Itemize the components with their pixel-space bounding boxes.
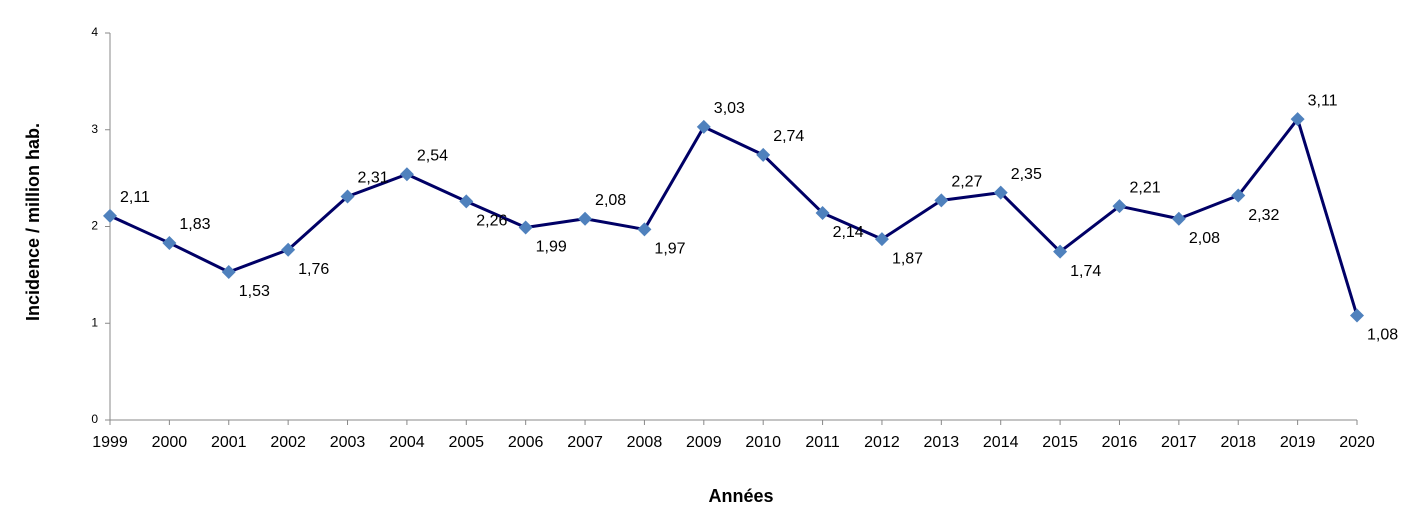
x-tick-label: 2017 xyxy=(1161,434,1197,451)
marker xyxy=(340,189,355,204)
x-tick-label: 2004 xyxy=(389,434,425,451)
marker xyxy=(281,242,296,257)
value-label: 2,14 xyxy=(833,224,864,241)
value-label: 2,08 xyxy=(1189,230,1220,247)
value-label: 2,21 xyxy=(1129,179,1160,196)
value-label: 2,54 xyxy=(417,147,448,164)
value-label: 1,97 xyxy=(654,241,685,258)
marker xyxy=(815,205,830,220)
x-tick-label: 2007 xyxy=(567,434,603,451)
value-label: 3,03 xyxy=(714,100,745,117)
value-label: 2,32 xyxy=(1248,207,1279,224)
marker xyxy=(934,193,949,208)
marker xyxy=(1350,308,1364,323)
marker xyxy=(696,119,711,134)
x-tick-label: 2000 xyxy=(152,434,188,451)
x-tick-label: 2018 xyxy=(1220,434,1256,451)
value-label: 1,87 xyxy=(892,250,923,267)
x-tick-label: 2008 xyxy=(627,434,663,451)
marker xyxy=(1112,199,1127,214)
marker xyxy=(221,264,236,279)
marker xyxy=(1171,211,1186,226)
series-line xyxy=(109,117,1359,316)
value-label: 1,76 xyxy=(298,261,329,278)
value-label: 2,26 xyxy=(476,213,507,230)
x-tick-label: 2011 xyxy=(805,434,840,451)
marker xyxy=(578,211,593,226)
marker xyxy=(756,147,771,162)
y-tick-label: 2 xyxy=(91,219,98,233)
value-label: 2,27 xyxy=(951,174,982,191)
y-tick-label: 4 xyxy=(91,25,98,39)
value-label: 1,99 xyxy=(536,239,567,256)
marker xyxy=(162,235,177,250)
x-tick-label: 2020 xyxy=(1339,434,1375,451)
x-tick-label: 2005 xyxy=(448,434,484,451)
marker xyxy=(637,222,652,237)
value-label: 2,11 xyxy=(120,189,150,206)
x-axis-title: Années xyxy=(708,486,773,506)
x-tick-label: 2010 xyxy=(745,434,781,451)
x-tick-label: 2001 xyxy=(211,434,247,451)
x-tick-label: 2009 xyxy=(686,434,722,451)
x-tick-label: 2006 xyxy=(508,434,544,451)
value-label: 2,35 xyxy=(1011,166,1042,183)
value-label: 1,08 xyxy=(1367,327,1398,344)
x-tick-label: 2003 xyxy=(330,434,366,451)
value-label: 2,74 xyxy=(773,128,804,145)
marker xyxy=(459,194,474,209)
marker xyxy=(399,167,414,182)
marker xyxy=(993,185,1008,200)
marker xyxy=(874,232,889,247)
x-tick-label: 2014 xyxy=(983,434,1019,451)
value-label: 3,11 xyxy=(1308,92,1338,109)
marker xyxy=(1053,244,1068,259)
value-label: 2,31 xyxy=(358,170,389,187)
x-tick-label: 2012 xyxy=(864,434,900,451)
x-tick-label: 2016 xyxy=(1102,434,1138,451)
x-tick-label: 2013 xyxy=(924,434,960,451)
y-axis-title: Incidence / million hab. xyxy=(23,123,43,321)
value-label: 1,53 xyxy=(239,283,270,300)
x-tick-label: 2015 xyxy=(1042,434,1078,451)
y-tick-label: 1 xyxy=(91,315,98,329)
marker xyxy=(1290,112,1305,127)
marker xyxy=(103,208,117,223)
y-tick-label: 0 xyxy=(91,412,98,426)
x-tick-label: 1999 xyxy=(92,434,128,451)
x-tick-label: 2019 xyxy=(1280,434,1316,451)
marker xyxy=(1231,188,1246,203)
value-label: 1,83 xyxy=(179,216,210,233)
y-tick-label: 3 xyxy=(91,122,98,136)
x-tick-label: 2002 xyxy=(270,434,306,451)
value-label: 2,08 xyxy=(595,192,626,209)
value-label: 1,74 xyxy=(1070,263,1101,280)
marker xyxy=(518,220,533,235)
